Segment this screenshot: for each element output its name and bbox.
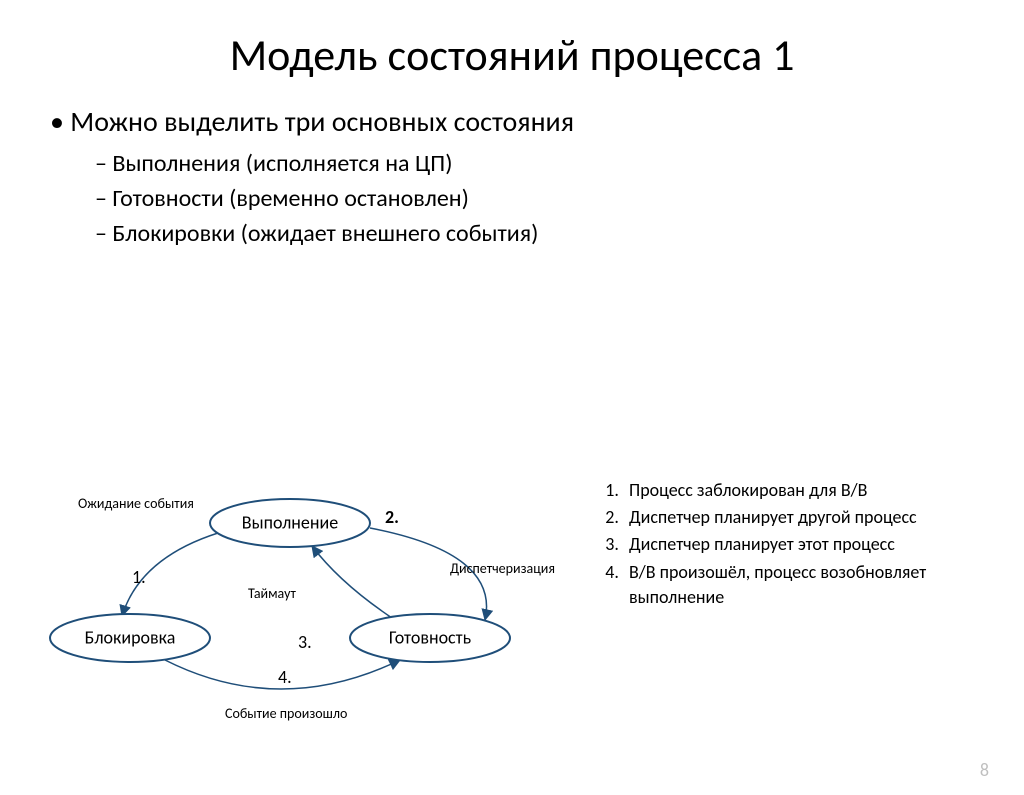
edge-num-3: 3.: [298, 631, 312, 653]
sub-bullet-item: Выполнения (исполняется на ЦП): [95, 147, 1024, 182]
legend-item: Диспетчер планирует другой процесс: [623, 505, 995, 530]
edge-label-wait: Ожидание события: [78, 495, 194, 512]
sub-bullet-list: Выполнения (исполняется на ЦП) Готовност…: [95, 147, 1024, 251]
edge-label-dispatch: Диспетчеризация: [450, 560, 555, 577]
legend-item: В/В произошёл, процесс возобновляет выпо…: [623, 560, 995, 610]
edge-label-timeout: Таймаут: [248, 585, 297, 602]
main-bullet: Можно выделить три основных состояния: [50, 104, 1024, 139]
legend-item: Процесс заблокирован для В/В: [623, 478, 995, 503]
legend-list: Процесс заблокирован для В/В Диспетчер п…: [595, 478, 995, 612]
page-title: Модель состояний процесса 1: [0, 28, 1024, 82]
page-number: 8: [980, 759, 989, 781]
node-ready-label: Готовность: [389, 626, 471, 648]
sub-bullet-item: Блокировки (ожидает внешнего события): [95, 217, 1024, 252]
node-running-label: Выполнение: [242, 511, 338, 533]
node-blocked-label: Блокировка: [85, 626, 176, 648]
sub-bullet-item: Готовности (временно остановлен): [95, 182, 1024, 217]
edge-ready-running: [312, 546, 392, 618]
edge-num-1: 1.: [132, 566, 146, 588]
legend-item: Диспетчер планирует этот процесс: [623, 532, 995, 557]
edge-num-4: 4.: [278, 666, 292, 688]
edge-num-2: 2.: [385, 506, 399, 528]
state-diagram: Ожидание события 1. Диспетчеризация 2. Т…: [30, 468, 560, 728]
edge-label-event: Событие произошло: [225, 705, 347, 722]
